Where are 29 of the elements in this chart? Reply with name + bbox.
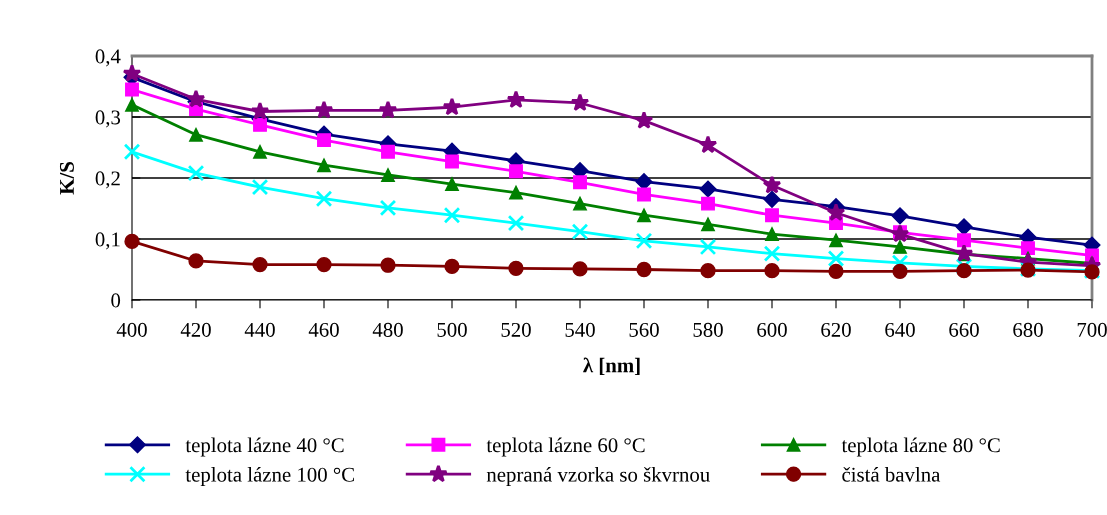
y-tick-label: 0,2 [95, 171, 120, 189]
x-tick-label: 680 [1013, 322, 1043, 337]
x-tick-label: 600 [757, 322, 787, 337]
x-tick-label: 400 [116, 322, 147, 337]
legend-label: nepraná vzorka so škvrnou [486, 467, 710, 486]
x-tick-label: 540 [565, 322, 595, 337]
y-tick-label: 0,4 [95, 49, 121, 67]
legend-label: teplota lázne 100 °C [185, 467, 354, 486]
x-tick-label: 640 [885, 322, 915, 337]
y-axis-title: K/S [59, 162, 74, 195]
x-tick-label: 500 [437, 322, 467, 337]
x-tick-label: 480 [372, 322, 403, 337]
x-axis-title: λ [nm] [583, 357, 640, 376]
legend-label: teplota lázne 40 °C [185, 437, 344, 457]
x-tick-label: 420 [180, 322, 211, 337]
x-tick-label: 460 [308, 322, 339, 337]
x-tick-label: 620 [821, 322, 851, 337]
y-tick-label: 0,1 [95, 232, 120, 250]
x-tick-label: 560 [629, 322, 659, 337]
y-tick-label: 0 [111, 293, 121, 308]
x-tick-label: 440 [244, 322, 275, 337]
x-tick-label: 580 [693, 322, 723, 337]
legend-label: teplota lázne 60 °C [486, 437, 645, 457]
x-tick-label: 700 [1077, 322, 1107, 337]
y-tick-label: 0,3 [95, 110, 121, 128]
x-tick-label: 520 [501, 322, 531, 337]
x-tick-label: 660 [949, 322, 979, 337]
legend-label: čistá bavlna [842, 467, 941, 482]
legend-label: teplota lázne 80 °C [841, 437, 1000, 457]
